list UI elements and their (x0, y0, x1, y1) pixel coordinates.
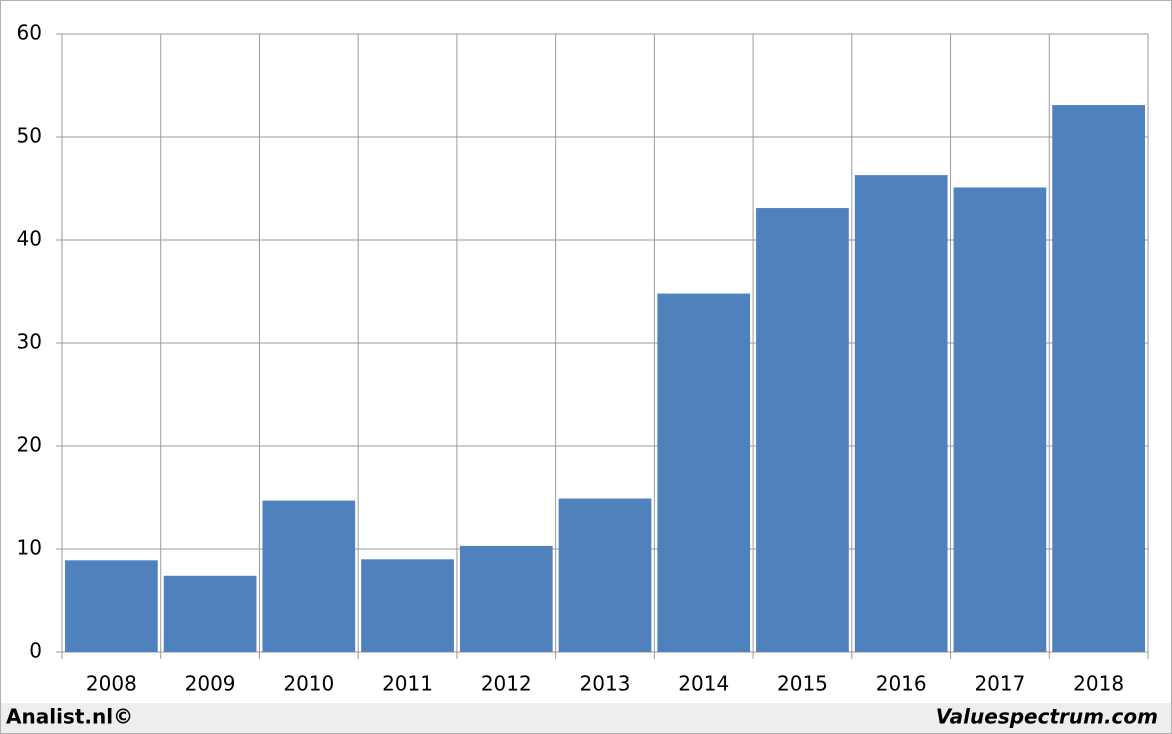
source-left: Analist.nl© (6, 705, 133, 729)
y-tick-label: 30 (17, 330, 42, 354)
bar (953, 187, 1047, 652)
bar (1052, 105, 1145, 652)
footer-band (1, 703, 1171, 733)
y-tick-label: 40 (17, 227, 42, 251)
x-tick-label: 2014 (678, 672, 729, 696)
x-tick-label: 2008 (86, 672, 137, 696)
x-tick-label: 2009 (185, 672, 236, 696)
x-tick-label: 2015 (777, 672, 828, 696)
bar (558, 498, 652, 652)
bar (756, 208, 849, 652)
bar (361, 559, 454, 652)
x-tick-label: 2016 (876, 672, 927, 696)
y-tick-label: 10 (17, 536, 42, 560)
bar (657, 293, 751, 652)
y-tick-label: 60 (17, 21, 42, 45)
y-tick-label: 50 (17, 124, 42, 148)
x-tick-label: 2010 (283, 672, 334, 696)
bar (459, 545, 553, 652)
x-tick-label: 2012 (481, 672, 532, 696)
x-tick-label: 2013 (580, 672, 631, 696)
x-tick-label: 2011 (382, 672, 433, 696)
y-tick-label: 0 (29, 639, 42, 663)
bar (854, 175, 948, 653)
x-tick-label: 2017 (974, 672, 1025, 696)
bar (262, 500, 356, 652)
bar (65, 560, 158, 652)
bar (163, 575, 257, 652)
y-tick-label: 20 (17, 433, 42, 457)
source-right: Valuespectrum.com (936, 705, 1158, 729)
x-tick-label: 2018 (1073, 672, 1124, 696)
